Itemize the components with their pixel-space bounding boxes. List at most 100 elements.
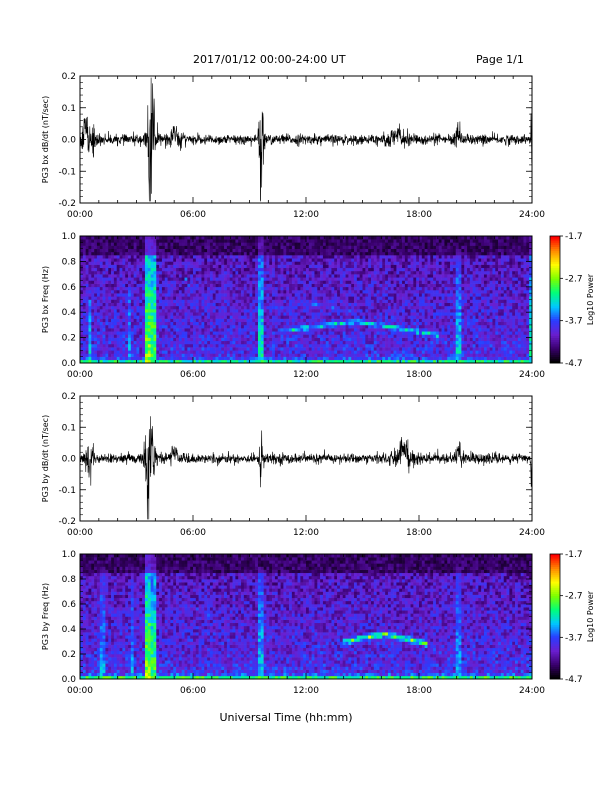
heatmap-cell	[387, 239, 392, 243]
heatmap-cell	[85, 324, 89, 329]
heatmap-cell	[413, 337, 417, 342]
heatmap-cell	[128, 283, 132, 288]
heatmap-cell	[178, 293, 183, 297]
heatmap-cell	[88, 312, 92, 316]
heatmap-cell	[348, 258, 352, 262]
heatmap-cell	[351, 302, 355, 307]
heatmap-cell	[212, 350, 216, 354]
heatmap-cell	[195, 350, 199, 354]
heatmap-cell	[153, 258, 157, 262]
heatmap-cell	[111, 343, 115, 348]
heatmap-cell	[410, 318, 414, 323]
heatmap-cell	[142, 270, 146, 275]
heatmap-cell	[306, 302, 310, 307]
heatmap-cell	[238, 286, 242, 291]
heatmap-cell	[195, 270, 199, 275]
heatmap-cell	[413, 239, 417, 243]
heatmap-cell	[359, 236, 363, 240]
heatmap-cell	[407, 248, 411, 253]
heatmap-cell	[328, 245, 332, 249]
heatmap-cell	[229, 245, 233, 249]
heatmap-cell	[243, 270, 247, 275]
heatmap-cell	[170, 296, 174, 300]
heatmap-cell	[224, 267, 228, 272]
heatmap-cell	[379, 343, 383, 348]
heatmap-cell	[379, 334, 383, 338]
heatmap-cell	[342, 305, 346, 310]
heatmap-cell	[136, 261, 140, 265]
heatmap-cell	[289, 267, 293, 272]
heatmap-cell	[260, 324, 264, 329]
heatmap-cell	[322, 302, 327, 307]
heatmap-cell	[351, 251, 355, 256]
heatmap-cell	[354, 239, 358, 243]
heatmap-cell	[198, 286, 202, 291]
heatmap-cell	[390, 353, 394, 357]
heatmap-cell	[291, 242, 296, 246]
heatmap-cell	[215, 315, 219, 319]
heatmap-cell	[404, 299, 409, 303]
heatmap-cell	[113, 324, 118, 329]
heatmap-cell	[291, 258, 296, 262]
heatmap-cell	[190, 239, 194, 243]
heatmap-cell	[311, 248, 315, 253]
heatmap-cell	[317, 343, 321, 348]
heatmap-cell	[289, 242, 293, 246]
heatmap-cell	[328, 258, 332, 262]
heatmap-cell	[303, 255, 307, 259]
heatmap-cell	[416, 274, 420, 278]
heatmap-cell	[147, 315, 151, 319]
heatmap-cell	[209, 353, 214, 357]
heatmap-cell	[402, 350, 406, 354]
heatmap-cell	[263, 315, 267, 319]
heatmap-cell	[190, 305, 194, 310]
heatmap-cell	[260, 245, 264, 249]
heatmap-cell	[379, 267, 383, 272]
heatmap-cell	[348, 347, 352, 351]
heatmap-cell	[181, 359, 185, 364]
heatmap-cell	[111, 337, 115, 342]
heatmap-cell	[201, 359, 205, 364]
heatmap-cell	[322, 242, 327, 246]
heatmap-cell	[396, 340, 400, 345]
heatmap-cell	[181, 318, 185, 323]
heatmap-cell	[402, 283, 406, 288]
heatmap-cell	[91, 328, 95, 332]
heatmap-cell	[410, 280, 414, 284]
heatmap-cell	[260, 270, 264, 275]
heatmap-cell	[289, 328, 293, 332]
heatmap-cell	[331, 321, 335, 326]
heatmap-cell	[331, 264, 335, 269]
heatmap-cell	[413, 350, 417, 354]
heatmap-cell	[286, 356, 290, 361]
heatmap-cell	[232, 340, 236, 345]
heatmap-cell	[215, 239, 219, 243]
heatmap-cell	[150, 251, 154, 256]
heatmap-cell	[402, 255, 406, 259]
heatmap-cell	[80, 277, 84, 281]
heatmap-cell	[379, 286, 383, 291]
heatmap-cell	[226, 293, 231, 297]
heatmap-cell	[365, 293, 369, 297]
heatmap-cell	[221, 270, 225, 275]
heatmap-cell	[331, 353, 335, 357]
heatmap-cell	[139, 245, 143, 249]
heatmap-cell	[164, 264, 168, 269]
heatmap-cell	[331, 277, 335, 281]
heatmap-cell	[176, 274, 180, 278]
heatmap-cell	[187, 286, 191, 291]
heatmap-cell	[85, 356, 89, 361]
heatmap-cell	[263, 239, 267, 243]
heatmap-cell	[173, 236, 177, 240]
heatmap-cell	[229, 264, 233, 269]
heatmap-cell	[337, 337, 341, 342]
heatmap-cell	[382, 340, 386, 345]
heatmap-cell	[291, 318, 296, 323]
heatmap-cell	[385, 248, 389, 253]
heatmap-cell	[365, 302, 369, 307]
heatmap-cell	[102, 343, 106, 348]
heatmap-cell	[116, 359, 120, 364]
heatmap-cell	[274, 324, 279, 329]
heatmap-cell	[339, 312, 344, 316]
heatmap-cell	[339, 264, 344, 269]
